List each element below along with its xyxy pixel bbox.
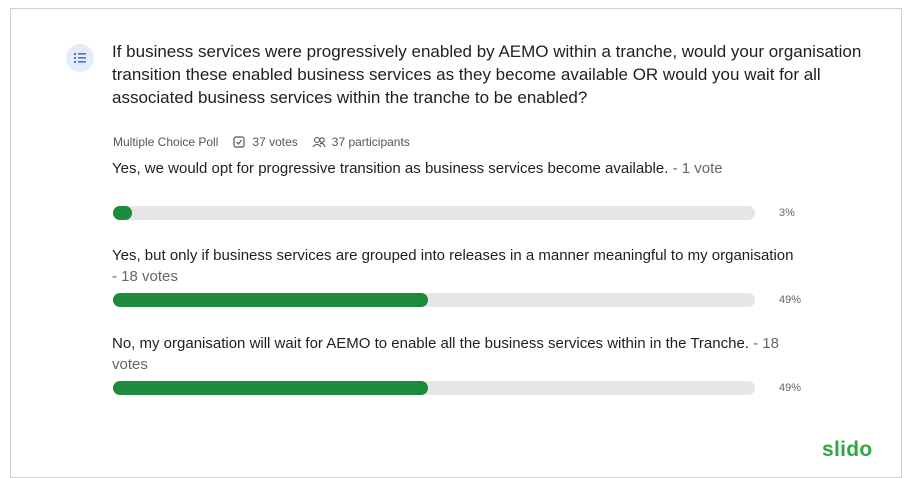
option-label: No, my organisation will wait for AEMO t… — [112, 335, 749, 352]
percent-label: 49% — [779, 294, 802, 306]
percent-label: 3% — [779, 207, 795, 219]
poll-icon — [66, 44, 94, 72]
option-text: Yes, but only if business services are g… — [112, 245, 802, 287]
votes-count: 37 votes — [252, 135, 298, 149]
question: If business services were progressively … — [112, 42, 862, 107]
option: No, my organisation will wait for AEMO t… — [112, 333, 802, 395]
list-icon — [74, 53, 86, 63]
option-votes: - 18 votes — [112, 268, 178, 285]
bar-fill — [113, 206, 133, 220]
option-label: Yes, but only if business services are g… — [112, 247, 794, 264]
votes-icon — [233, 136, 245, 148]
bar-track — [113, 206, 755, 220]
option: Yes, we would opt for progressive transi… — [112, 158, 802, 220]
bar-track — [113, 381, 755, 395]
option-text: Yes, we would opt for progressive transi… — [112, 158, 802, 179]
option: Yes, but only if business services are g… — [112, 245, 802, 307]
bar-fill — [113, 293, 428, 307]
page: If business services were progressively … — [10, 8, 902, 478]
participants-icon — [312, 136, 326, 148]
option-text: No, my organisation will wait for AEMO t… — [112, 333, 802, 375]
brand-logo: slido — [822, 438, 873, 461]
option-votes: - 1 vote — [672, 160, 723, 177]
bar-track — [113, 293, 755, 307]
option-votes: - 18 votes — [112, 335, 779, 373]
option-label: Yes, we would opt for progressive transi… — [112, 160, 669, 177]
participants-count: 37 participants — [331, 135, 410, 149]
poll-meta: Multiple Choice Poll 37 votes 37 partici… — [113, 135, 410, 149]
bar-fill — [113, 381, 428, 395]
percent-label: 49% — [779, 382, 802, 394]
poll-type: Multiple Choice Poll — [113, 135, 219, 149]
